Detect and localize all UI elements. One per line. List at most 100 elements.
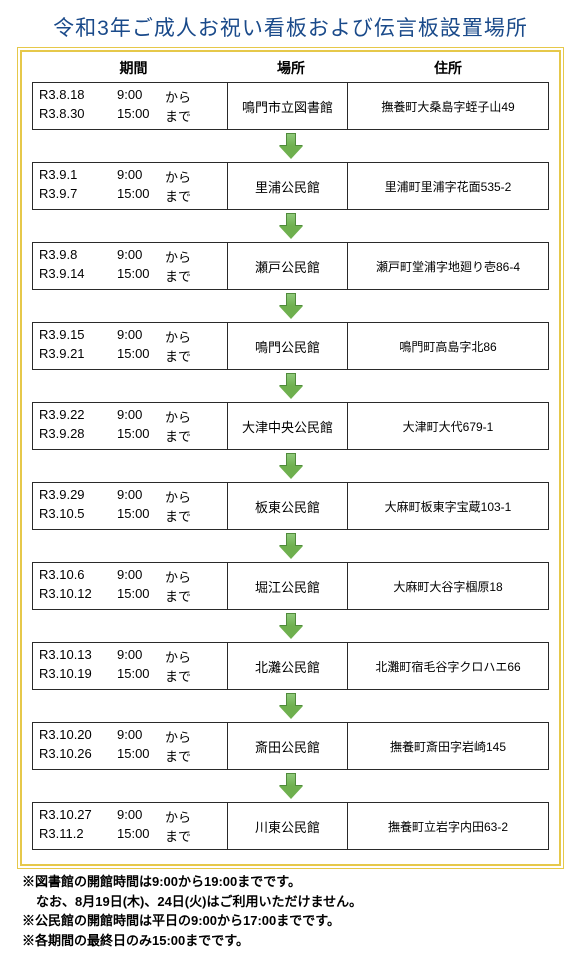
from-label: から [165, 807, 191, 826]
header-address: 住所 [351, 58, 545, 78]
note-line: ※各期間の最終日のみ15:00までです。 [22, 931, 561, 951]
place-cell: 鳴門公民館 [228, 323, 348, 369]
note-line: ※公民館の開館時間は平日の9:00から17:00までです。 [22, 911, 561, 931]
start-date: R3.10.13 [39, 647, 117, 666]
end-time: 15:00 [117, 746, 165, 765]
place-cell: 大津中央公民館 [228, 403, 348, 449]
end-date: R3.10.12 [39, 586, 117, 605]
schedule-row: R3.10.69:00からR3.10.1215:00まで堀江公民館大麻町大谷字椢… [32, 562, 549, 610]
schedule-row: R3.9.89:00からR3.9.1415:00まで瀬戸公民館瀬戸町堂浦字地廻り… [32, 242, 549, 290]
from-label: から [165, 327, 191, 346]
address-cell: 撫養町大桑島字蛭子山49 [348, 83, 548, 129]
start-date: R3.9.15 [39, 327, 117, 346]
schedule-row: R3.9.159:00から R3.9.2115:00まで 鳴門公民館鳴門町高島字北8… [32, 322, 549, 370]
period-cell: R3.9.89:00からR3.9.1415:00まで [33, 243, 228, 289]
to-label: まで [165, 266, 191, 285]
page-title: 令和3年ご成人お祝い看板および伝言板設置場所 [20, 12, 561, 42]
start-time: 9:00 [117, 167, 165, 186]
schedule-row: R3.8.189:00からR3.8.3015:00まで鳴門市立図書館撫養町大桑島… [32, 82, 549, 130]
address-cell: 鳴門町高島字北86 [348, 323, 548, 369]
end-date: R3.9.7 [39, 186, 117, 205]
place-cell: 里浦公民館 [228, 163, 348, 209]
end-date: R3.9.28 [39, 426, 117, 445]
period-cell: R3.9.19:00からR3.9.715:00まで [33, 163, 228, 209]
down-arrow-icon [32, 210, 549, 242]
start-date: R3.10.20 [39, 727, 117, 746]
address-cell: 里浦町里浦字花面535-2 [348, 163, 548, 209]
end-time: 15:00 [117, 186, 165, 205]
to-label: まで [165, 106, 191, 125]
address-cell: 撫養町斎田字岩崎145 [348, 723, 548, 769]
note-line: ※図書館の開館時間は9:00から19:00までです。 [22, 872, 561, 892]
place-cell: 斎田公民館 [228, 723, 348, 769]
down-arrow-icon [32, 770, 549, 802]
end-date: R3.9.21 [39, 346, 117, 365]
end-date: R3.10.19 [39, 666, 117, 685]
end-time: 15:00 [117, 426, 165, 445]
start-date: R3.9.22 [39, 407, 117, 426]
down-arrow-icon [32, 370, 549, 402]
to-label: まで [165, 666, 191, 685]
start-time: 9:00 [117, 407, 165, 426]
start-time: 9:00 [117, 567, 165, 586]
end-time: 15:00 [117, 106, 165, 125]
period-cell: R3.10.139:00からR3.10.1915:00まで [33, 643, 228, 689]
place-cell: 北灘公民館 [228, 643, 348, 689]
place-cell: 堀江公民館 [228, 563, 348, 609]
start-time: 9:00 [117, 487, 165, 506]
end-time: 15:00 [117, 586, 165, 605]
to-label: まで [165, 506, 191, 525]
period-cell: R3.9.299:00からR3.10.515:00まで [33, 483, 228, 529]
address-cell: 大麻町板東字宝蔵103-1 [348, 483, 548, 529]
header-place: 場所 [231, 58, 351, 78]
period-cell: R3.10.279:00からR3.11.215:00まで [33, 803, 228, 849]
from-label: から [165, 647, 191, 666]
from-label: から [165, 407, 191, 426]
start-time: 9:00 [117, 807, 165, 826]
to-label: まで [165, 746, 191, 765]
to-label: まで [165, 426, 191, 445]
start-time: 9:00 [117, 247, 165, 266]
end-date: R3.9.14 [39, 266, 117, 285]
end-time: 15:00 [117, 666, 165, 685]
end-time: 15:00 [117, 266, 165, 285]
from-label: から [165, 87, 191, 106]
start-date: R3.10.27 [39, 807, 117, 826]
end-date: R3.11.2 [39, 826, 117, 845]
down-arrow-icon [32, 290, 549, 322]
address-cell: 瀬戸町堂浦字地廻り壱86-4 [348, 243, 548, 289]
schedule-row: R3.10.209:00からR3.10.2615:00まで斎田公民館撫養町斎田字… [32, 722, 549, 770]
schedule-row: R3.10.279:00からR3.11.215:00まで川東公民館撫養町立岩字内… [32, 802, 549, 850]
period-cell: R3.10.209:00からR3.10.2615:00まで [33, 723, 228, 769]
schedule-row: R3.10.139:00からR3.10.1915:00まで北灘公民館北灘町宿毛谷… [32, 642, 549, 690]
to-label: まで [165, 586, 191, 605]
place-cell: 川東公民館 [228, 803, 348, 849]
from-label: から [165, 167, 191, 186]
schedule-row: R3.9.299:00からR3.10.515:00まで板東公民館大麻町板東字宝蔵… [32, 482, 549, 530]
address-cell: 大津町大代679-1 [348, 403, 548, 449]
to-label: まで [165, 346, 191, 365]
start-date: R3.9.8 [39, 247, 117, 266]
start-date: R3.9.29 [39, 487, 117, 506]
end-date: R3.8.30 [39, 106, 117, 125]
period-cell: R3.9.159:00から R3.9.2115:00まで [33, 323, 228, 369]
from-label: から [165, 727, 191, 746]
note-line: なお、8月19日(木)、24日(火)はご利用いただけません。 [22, 892, 561, 912]
down-arrow-icon [32, 130, 549, 162]
period-cell: R3.9.229:00から R3.9.2815:00まで [33, 403, 228, 449]
end-time: 15:00 [117, 346, 165, 365]
start-date: R3.8.18 [39, 87, 117, 106]
start-time: 9:00 [117, 87, 165, 106]
start-date: R3.10.6 [39, 567, 117, 586]
start-date: R3.9.1 [39, 167, 117, 186]
place-cell: 瀬戸公民館 [228, 243, 348, 289]
place-cell: 板東公民館 [228, 483, 348, 529]
end-time: 15:00 [117, 826, 165, 845]
start-time: 9:00 [117, 327, 165, 346]
period-cell: R3.8.189:00から R3.8.3015:00まで [33, 83, 228, 129]
end-date: R3.10.5 [39, 506, 117, 525]
address-cell: 大麻町大谷字椢原18 [348, 563, 548, 609]
schedule-row: R3.9.229:00から R3.9.2815:00まで 大津中央公民館大津町大代6… [32, 402, 549, 450]
schedule-frame: 期間 場所 住所 R3.8.189:00からR3.8.3015:00まで鳴門市立… [20, 50, 561, 866]
start-time: 9:00 [117, 727, 165, 746]
